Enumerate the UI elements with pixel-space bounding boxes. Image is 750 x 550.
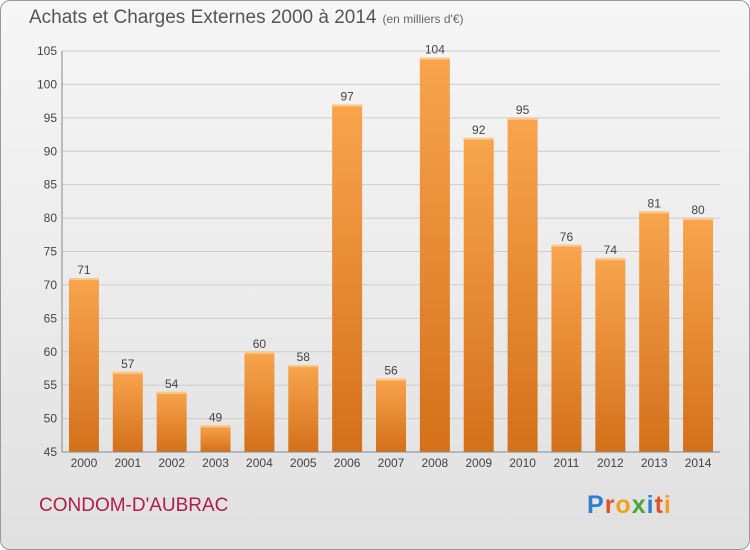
bar-value-label: 81 (648, 196, 662, 210)
y-tick-label: 100 (37, 77, 57, 91)
commune-name: CONDOM-D'AUBRAC (39, 495, 229, 516)
y-tick-label: 50 (44, 412, 58, 426)
logo-letter: i (646, 491, 655, 519)
bar (112, 371, 143, 452)
bar-highlight (595, 258, 626, 261)
bar-highlight (376, 378, 406, 381)
axes (61, 51, 720, 453)
bar (332, 104, 363, 452)
bar (507, 117, 538, 452)
bar-value-label: 57 (121, 357, 135, 371)
x-tick-label: 2001 (114, 456, 141, 470)
y-tick-label: 80 (44, 211, 58, 225)
bar (463, 137, 494, 452)
chart-subtitle: (en milliers d'€) (382, 12, 464, 26)
bar-value-label: 49 (209, 410, 223, 424)
y-tick-label: 75 (44, 245, 58, 259)
bar-value-label: 60 (253, 337, 267, 351)
x-tick-label: 2012 (597, 456, 624, 470)
y-tick-label: 55 (44, 378, 58, 392)
bar-highlight (244, 351, 275, 354)
value-labels: 71 57 54 49 60 58 97 56 104 92 95 76 74 81 80 (77, 43, 705, 425)
y-tick-label: 70 (44, 278, 58, 292)
x-tick-label: 2003 (202, 456, 229, 470)
chart-title-text: Achats et Charges Externes 2000 à 2014 (29, 7, 377, 28)
bar (244, 351, 275, 452)
x-tick-label: 2005 (290, 456, 317, 470)
bar-value-label: 54 (165, 377, 179, 391)
bar-value-label: 97 (340, 89, 354, 103)
x-tick-label: 2014 (685, 456, 712, 470)
bar-value-label: 104 (425, 43, 445, 57)
bar-value-label: 58 (297, 350, 311, 364)
bar (288, 365, 319, 452)
bar (200, 425, 231, 452)
bar (683, 218, 714, 452)
y-tick-label: 105 (37, 44, 57, 58)
bar-highlight (200, 425, 231, 428)
x-tick-label: 2004 (246, 456, 273, 470)
y-axis-labels: 45 50 55 60 65 70 75 80 85 90 95 100 105 (37, 44, 57, 459)
x-tick-label: 2002 (158, 456, 185, 470)
logo-letter: x (631, 491, 647, 519)
bar-highlight (419, 57, 450, 60)
x-tick-label: 2006 (334, 456, 361, 470)
y-tick-label: 45 (44, 445, 58, 459)
x-tick-label: 2011 (554, 456, 580, 470)
bar-highlight (332, 104, 363, 107)
bar (419, 57, 450, 452)
bars (68, 57, 714, 452)
logo-letter: i (663, 491, 672, 519)
bar-value-label: 95 (516, 103, 530, 117)
x-tick-label: 2013 (641, 456, 668, 470)
bar (551, 244, 582, 452)
bar-highlight (507, 117, 538, 120)
bar (68, 278, 99, 452)
bar (595, 258, 626, 452)
bar-value-label: 71 (77, 263, 91, 277)
bar-value-label: 80 (691, 203, 705, 217)
x-tick-label: 2000 (71, 456, 98, 470)
bar (376, 378, 406, 452)
bar-value-label: 74 (604, 243, 618, 257)
bar-highlight (683, 218, 714, 221)
bar-value-label: 76 (560, 230, 574, 244)
x-tick-label: 2007 (378, 456, 405, 470)
chart-title: Achats et Charges Externes 2000 à 2014 (e… (29, 7, 464, 29)
logo-letter: o (615, 491, 632, 519)
logo-letter: P (587, 491, 605, 519)
bar-highlight (68, 278, 99, 281)
bar-highlight (288, 365, 319, 368)
x-tick-label: 2010 (509, 456, 536, 470)
y-tick-label: 60 (44, 345, 58, 359)
bar-value-label: 92 (472, 123, 486, 137)
bar-value-label: 56 (384, 363, 398, 377)
y-tick-label: 85 (44, 178, 58, 192)
x-tick-label: 2008 (422, 456, 449, 470)
bar-highlight (463, 137, 494, 140)
y-tick-label: 95 (44, 111, 58, 125)
bar-highlight (112, 371, 143, 374)
bar-highlight (639, 211, 670, 214)
bar (639, 211, 670, 452)
y-tick-label: 65 (44, 311, 58, 325)
logo-letter: r (604, 491, 616, 519)
y-tick-label: 90 (44, 144, 58, 158)
bar-highlight (156, 391, 187, 394)
bar (156, 391, 187, 452)
x-tick-label: 2009 (465, 456, 492, 470)
x-axis-labels: 2000 2001 2002 2003 2004 2005 2006 2007 2008 2009… (71, 456, 712, 470)
proxiti-logo: Proxiti (587, 491, 672, 520)
logo-letter: t (654, 491, 664, 519)
bar-highlight (551, 244, 582, 247)
